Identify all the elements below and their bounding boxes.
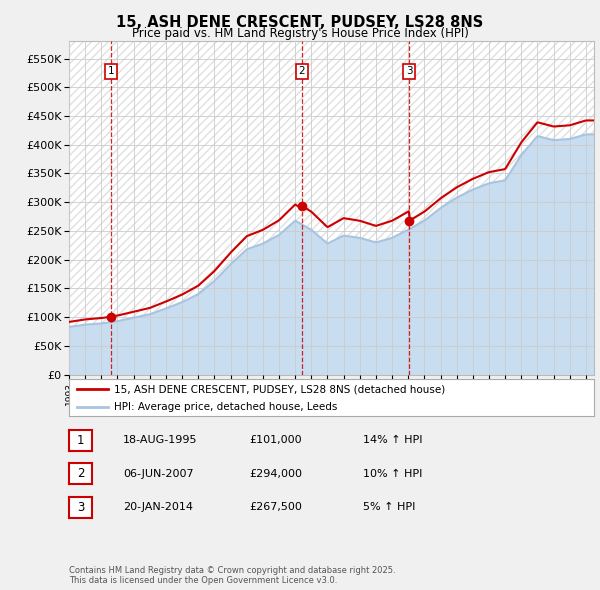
Text: 2: 2	[77, 467, 84, 480]
Text: 18-AUG-1995: 18-AUG-1995	[123, 435, 197, 445]
Text: 3: 3	[77, 501, 84, 514]
Text: 5% ↑ HPI: 5% ↑ HPI	[363, 503, 415, 512]
Text: £294,000: £294,000	[249, 469, 302, 478]
Text: 15, ASH DENE CRESCENT, PUDSEY, LS28 8NS: 15, ASH DENE CRESCENT, PUDSEY, LS28 8NS	[116, 15, 484, 30]
Text: 06-JUN-2007: 06-JUN-2007	[123, 469, 194, 478]
Text: 15, ASH DENE CRESCENT, PUDSEY, LS28 8NS (detached house): 15, ASH DENE CRESCENT, PUDSEY, LS28 8NS …	[113, 384, 445, 394]
Text: £267,500: £267,500	[249, 503, 302, 512]
Text: 14% ↑ HPI: 14% ↑ HPI	[363, 435, 422, 445]
Text: HPI: Average price, detached house, Leeds: HPI: Average price, detached house, Leed…	[113, 402, 337, 412]
Text: 2: 2	[299, 66, 305, 76]
Text: 1: 1	[77, 434, 84, 447]
Text: 3: 3	[406, 66, 412, 76]
Text: £101,000: £101,000	[249, 435, 302, 445]
Text: 1: 1	[107, 66, 115, 76]
Text: 20-JAN-2014: 20-JAN-2014	[123, 503, 193, 512]
Text: Contains HM Land Registry data © Crown copyright and database right 2025.
This d: Contains HM Land Registry data © Crown c…	[69, 566, 395, 585]
Text: Price paid vs. HM Land Registry's House Price Index (HPI): Price paid vs. HM Land Registry's House …	[131, 27, 469, 40]
Text: 10% ↑ HPI: 10% ↑ HPI	[363, 469, 422, 478]
